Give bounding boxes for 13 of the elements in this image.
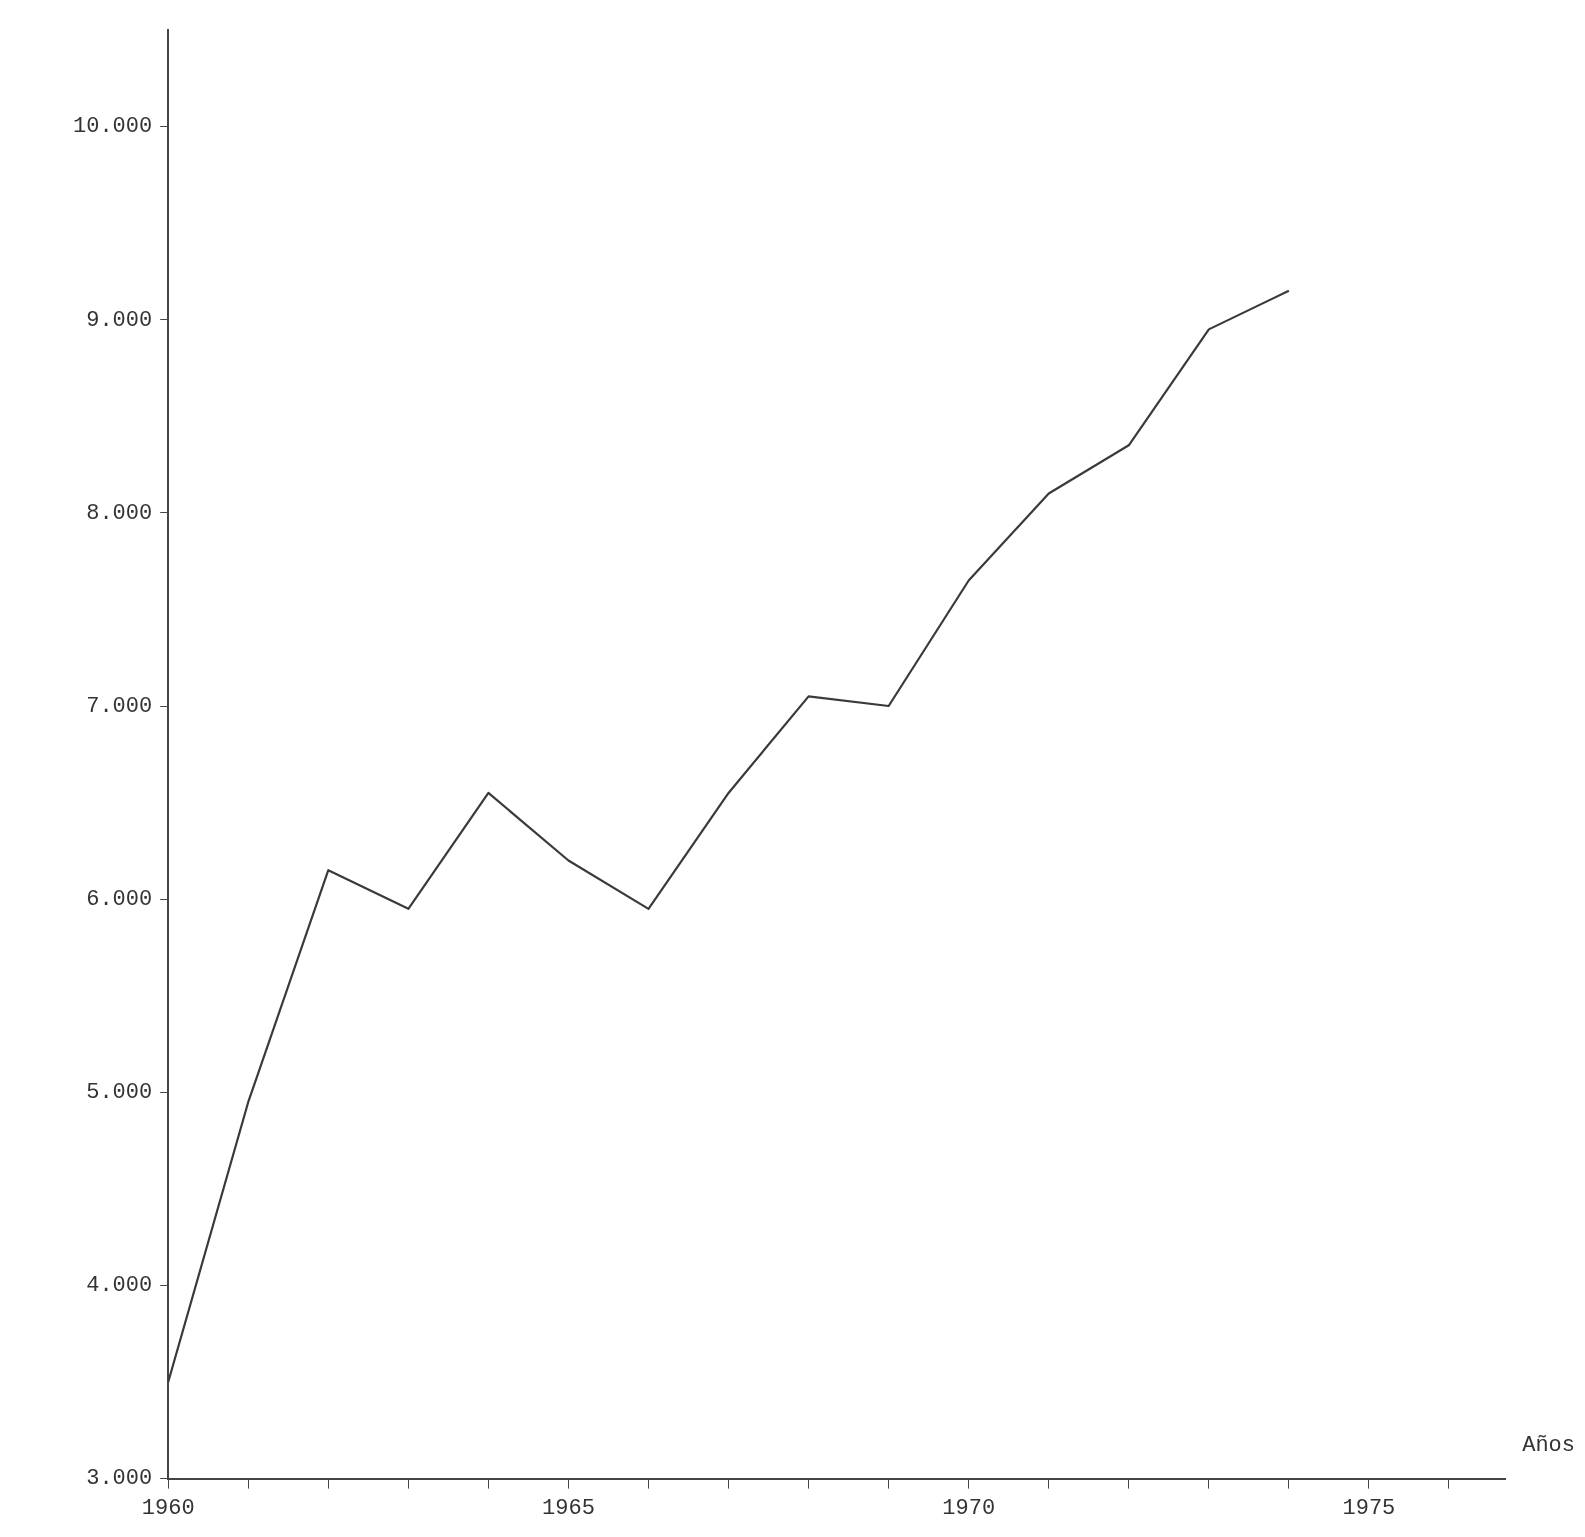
y-tick-label: 7.000 — [86, 693, 153, 719]
y-tick-label: 6.000 — [86, 886, 153, 912]
y-tick-label: 10.000 — [72, 114, 153, 140]
x-tick-label: 1960 — [141, 1495, 195, 1521]
y-tick-label: 9.000 — [86, 307, 153, 333]
y-tick-label: 8.000 — [86, 500, 153, 526]
y-tick-label: 3.000 — [86, 1466, 153, 1492]
y-tick-label: 4.000 — [86, 1273, 153, 1299]
x-tick-label: 1970 — [942, 1495, 996, 1521]
x-tick-label: 1975 — [1342, 1495, 1396, 1521]
x-tick-label: 1965 — [542, 1495, 595, 1521]
y-tick-label: 5.000 — [86, 1080, 153, 1106]
x-axis-title: Años — [1522, 1433, 1575, 1459]
